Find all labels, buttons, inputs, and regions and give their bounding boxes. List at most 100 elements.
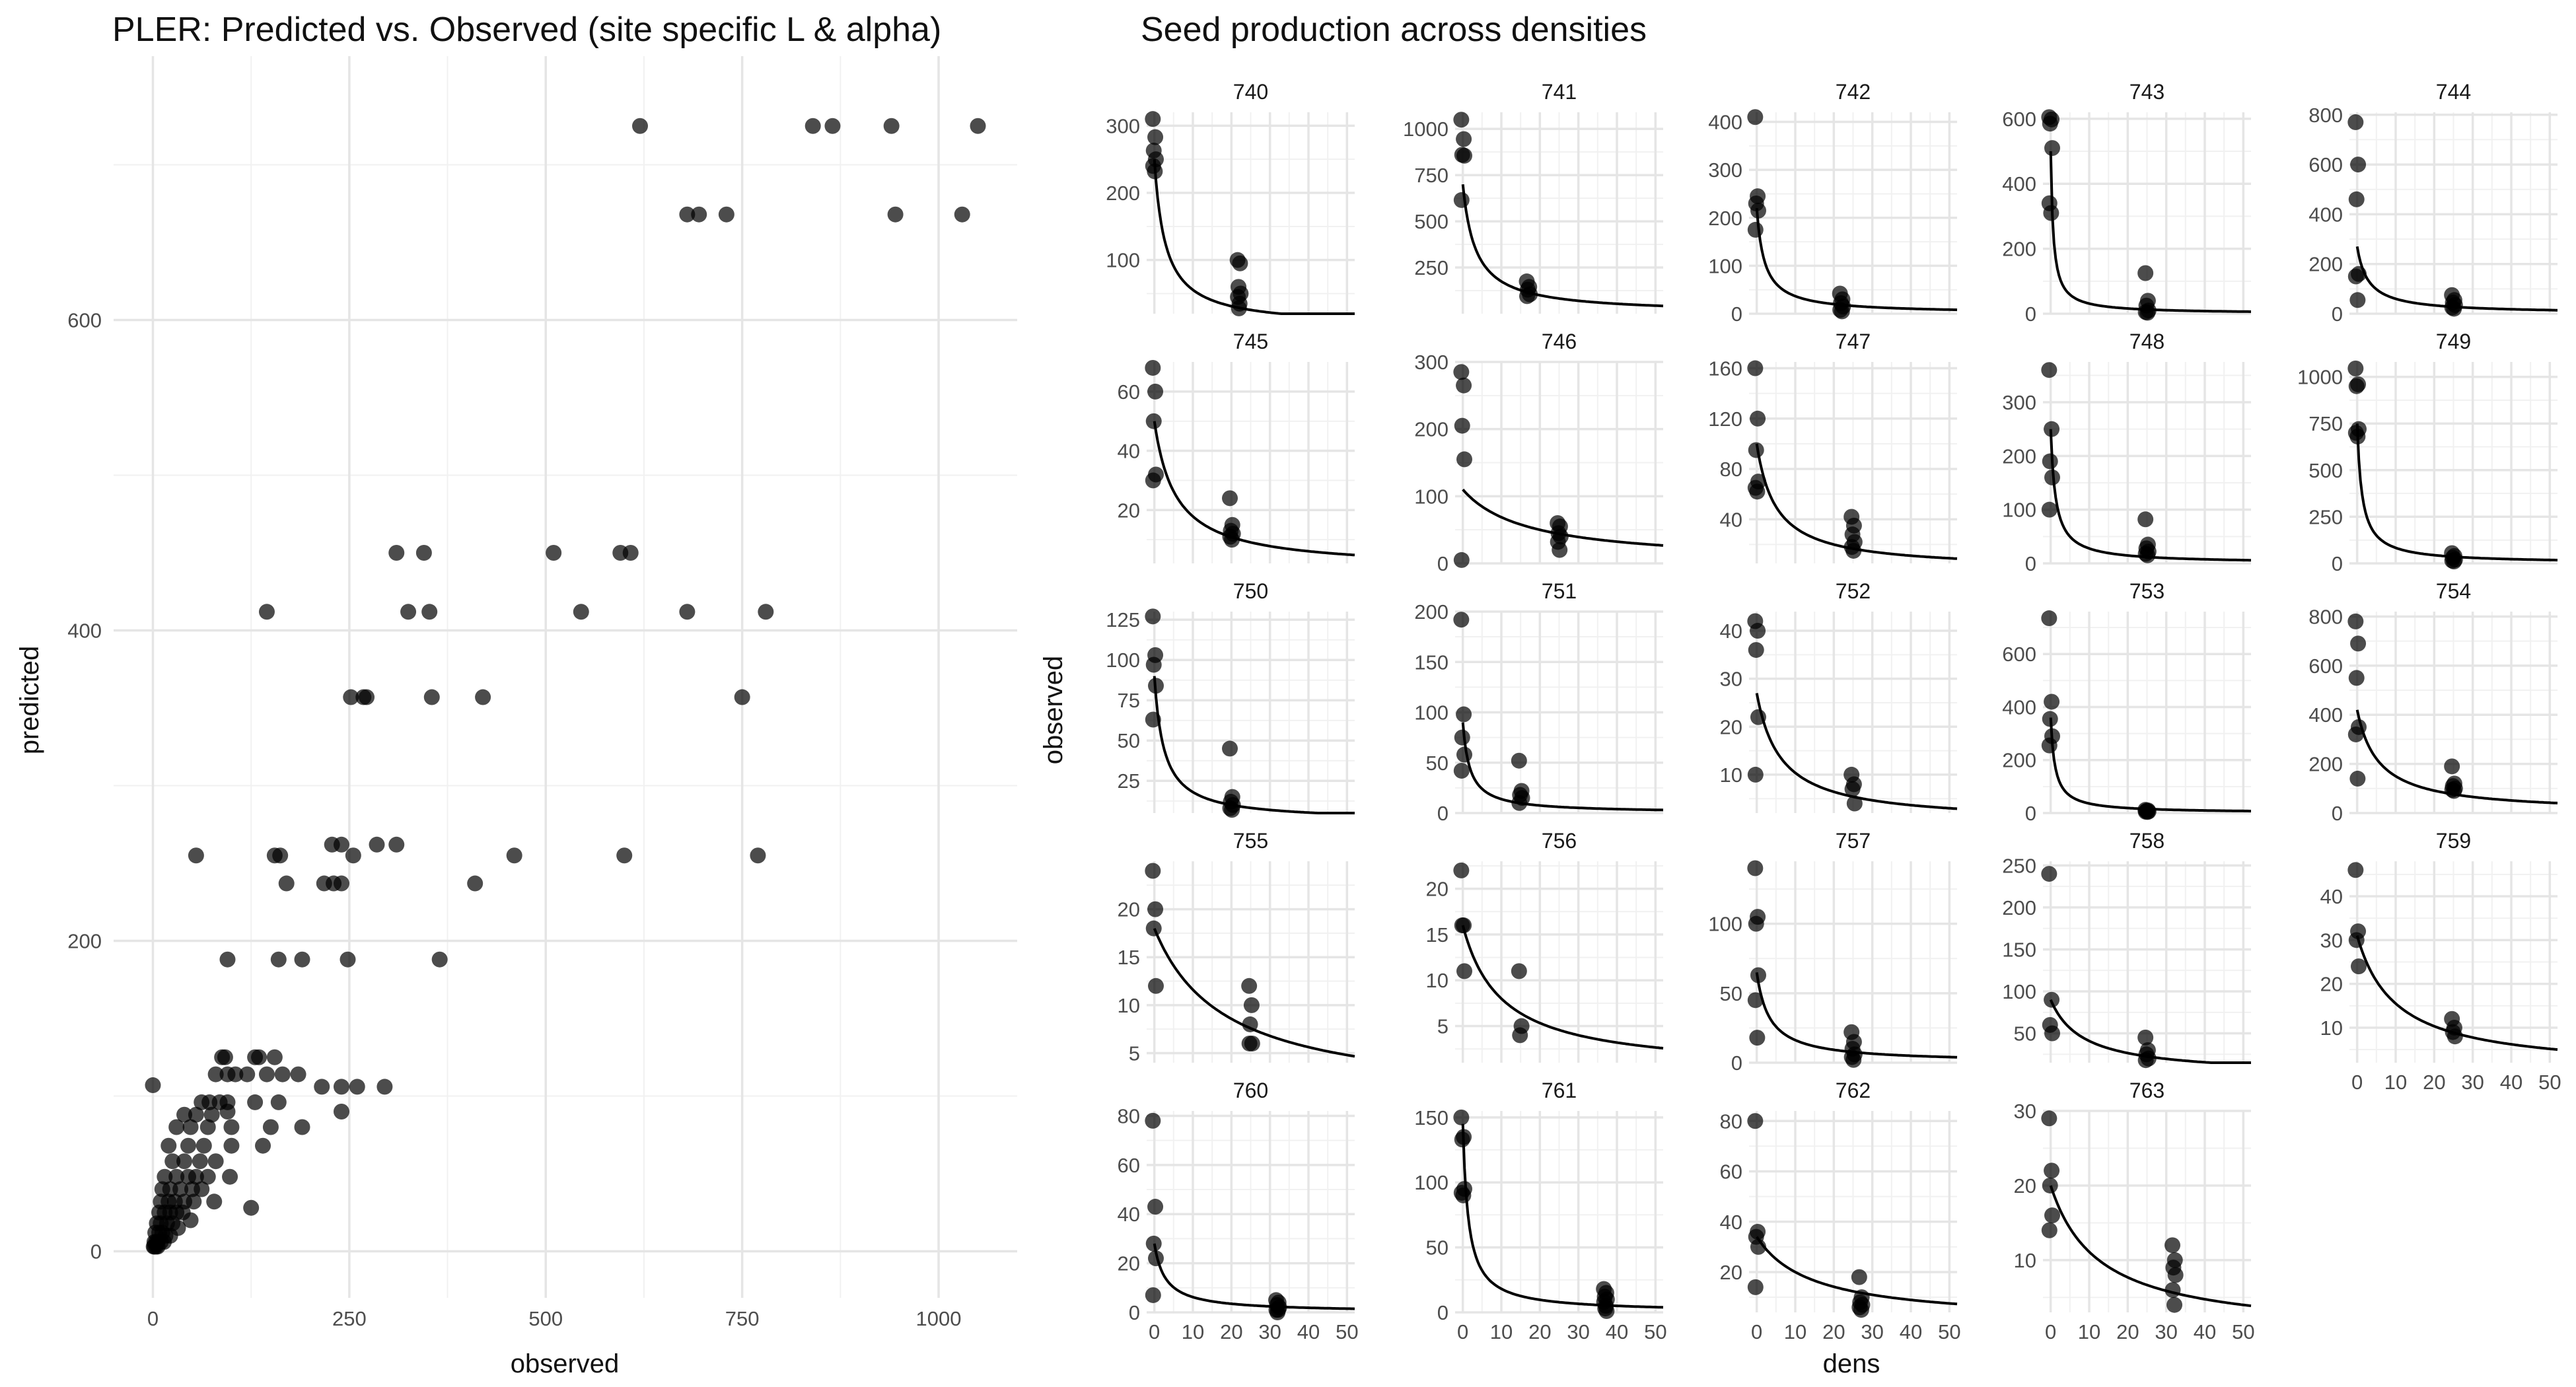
scatter-point [243, 1199, 260, 1216]
facet-point [2446, 553, 2462, 570]
facet-y-tick-label: 10 [2014, 1249, 2036, 1272]
facet-x-tick-label: 50 [1336, 1320, 1358, 1343]
scatter-point [388, 836, 405, 853]
facet-strip-label: 750 [1233, 579, 1268, 603]
facet-point [2444, 758, 2460, 775]
facet-strip-label: 745 [1233, 330, 1268, 353]
facet-point [2044, 140, 2060, 157]
facet-point [1455, 1187, 1472, 1203]
facet-point [2137, 265, 2154, 281]
facet-point [1231, 300, 1247, 316]
facet-point [1243, 997, 1260, 1013]
facet-strip-label: 752 [1836, 579, 1871, 603]
facet-y-tick-label: 0 [2332, 802, 2343, 825]
facet-strip-label: 756 [1542, 829, 1577, 853]
facet-x-tick-label: 20 [2116, 1320, 2139, 1343]
left-y-tick-label: 400 [67, 620, 102, 643]
facet-y-tick-label: 50 [2014, 1022, 2036, 1046]
facet-point [2348, 932, 2365, 948]
scatter-point [431, 951, 448, 968]
facet-y-tick-label: 125 [1106, 608, 1140, 631]
facet-y-tick-label: 500 [2308, 459, 2343, 482]
facet-point [1241, 1035, 1258, 1051]
facet-point [1552, 542, 1568, 558]
scatter-point [475, 689, 491, 705]
facet-point [1748, 642, 1764, 658]
facet-point [1511, 795, 1528, 811]
scatter-point [145, 1077, 161, 1094]
facet-x-tick-label: 20 [1528, 1320, 1551, 1343]
facet-y-tick-label: 120 [1708, 408, 1742, 431]
facet-point [2042, 711, 2058, 727]
scatter-point [294, 951, 310, 968]
facet-point [1845, 542, 1862, 559]
pler-scatter-chart: PLER: Predicted vs. Observed (site speci… [15, 11, 1017, 1378]
facet-strip-label: 761 [1542, 1079, 1577, 1102]
left-chart-ticks: 0 250 500 750 1000 0 200 400 600 [67, 309, 961, 1331]
scatter-point [223, 1137, 240, 1154]
facet-y-tick-label: 30 [1720, 668, 1742, 691]
facet-point [2044, 991, 2060, 1008]
facet-y-tick-label: 100 [1708, 913, 1742, 936]
facet-y-tick-label: 50 [1720, 982, 1742, 1005]
left-y-tick-label: 200 [67, 930, 102, 953]
facet-point [1222, 490, 1238, 507]
facet-point [1512, 1027, 1528, 1044]
facet-point [2044, 1207, 2060, 1224]
scatter-point [622, 545, 639, 561]
scatter-point [182, 1212, 199, 1228]
facet-y-tick-label: 10 [1720, 764, 1742, 787]
scatter-point [186, 1193, 202, 1210]
scatter-point [168, 1168, 185, 1185]
facet-point [1145, 657, 1162, 673]
facet-y-tick-label: 100 [1414, 701, 1449, 725]
facet-point [2044, 1025, 2060, 1042]
fitted-curve [1153, 1243, 1355, 1310]
facet-x-tick-label: 0 [2045, 1320, 2056, 1343]
facet-y-tick-label: 200 [2308, 253, 2343, 276]
facet-point [1145, 472, 1161, 489]
facet-strip-label: 741 [1542, 80, 1577, 104]
facet-y-tick-label: 200 [1414, 600, 1449, 623]
facet-panel-746: 746 0 100 200 300 [1414, 330, 1664, 575]
facet-x-tick-label: 30 [1258, 1320, 1281, 1343]
scatter-point [149, 1238, 166, 1255]
facet-point [1224, 532, 1240, 548]
facet-point [1147, 129, 1164, 145]
facet-x-tick-label: 10 [2384, 1071, 2407, 1094]
scatter-point [270, 951, 287, 968]
facet-point [1148, 1250, 1164, 1267]
facet-y-tick-label: 20 [1118, 898, 1140, 921]
scatter-point [188, 1106, 204, 1123]
facet-point [2349, 770, 2366, 787]
facet-point [2137, 1029, 2154, 1046]
scatter-point [824, 118, 841, 134]
scatter-point [219, 1104, 236, 1120]
left-y-tick-label: 600 [67, 309, 102, 332]
facet-y-tick-label: 100 [1414, 1171, 1449, 1194]
facet-point [2347, 862, 2364, 878]
facet-y-tick-label: 40 [1720, 508, 1742, 531]
scatter-point [954, 206, 970, 223]
facet-y-tick-label: 100 [1106, 649, 1140, 672]
facet-strip-label: 754 [2436, 579, 2471, 603]
scatter-point [251, 1049, 268, 1065]
facet-y-tick-label: 60 [1118, 380, 1140, 404]
scatter-point [718, 206, 734, 223]
scatter-point [192, 1153, 208, 1170]
facet-strip-label: 760 [1233, 1079, 1268, 1102]
scatter-point [196, 1137, 212, 1154]
facet-point [1511, 752, 1527, 769]
scatter-point [506, 847, 522, 864]
facet-panel-754: 754 0 200 400 600 800 [2308, 579, 2558, 825]
facet-y-tick-label: 50 [1426, 1236, 1449, 1260]
facet-y-tick-label: 400 [1708, 111, 1742, 134]
scatter-point [278, 875, 295, 892]
facet-panel-752: 752 10 20 30 40 [1720, 579, 1958, 813]
facet-y-tick-label: 1000 [2297, 366, 2343, 389]
facet-point [1148, 678, 1164, 694]
facet-point [1456, 746, 1472, 763]
facet-point [2347, 268, 2364, 285]
facet-panel-755: 755 5 10 15 20 [1118, 829, 1355, 1065]
